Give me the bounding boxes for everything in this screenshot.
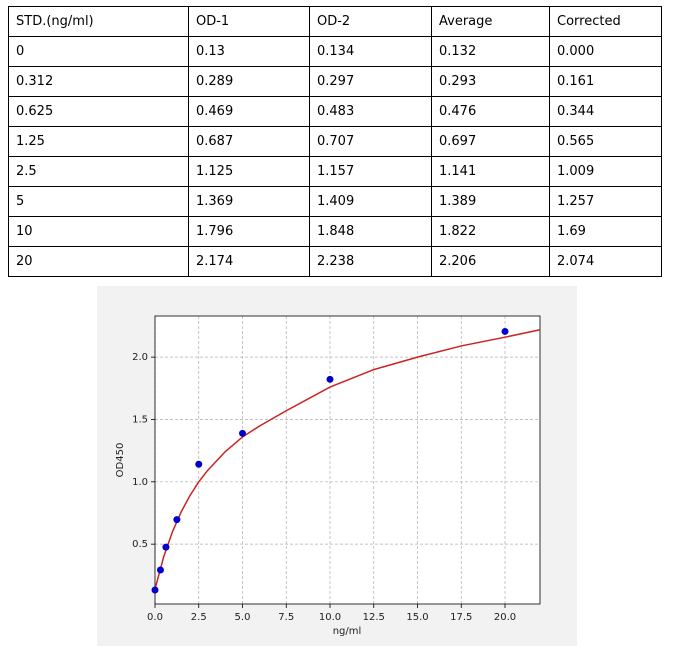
x-tick-label: 20.0 (494, 612, 516, 623)
y-tick-label: 1.5 (132, 414, 148, 425)
table-cell: 1.141 (431, 156, 550, 187)
x-tick-label: 5.0 (235, 612, 251, 623)
table-row: STD.(ng/ml) OD-1 OD-2 Average Corrected (8, 6, 662, 37)
y-axis-label: OD450 (115, 443, 126, 478)
table-cell: 2.238 (309, 246, 432, 277)
table-cell: 0.625 (8, 96, 189, 127)
x-tick-label: 12.5 (363, 612, 385, 623)
table-cell: 1.125 (188, 156, 310, 187)
data-point (326, 375, 334, 383)
table-cell: 0.483 (309, 96, 432, 127)
x-axis-label: ng/ml (333, 626, 362, 637)
table-cell: 1.009 (549, 156, 662, 187)
data-table: STD.(ng/ml) OD-1 OD-2 Average Corrected 0 0.13… (8, 6, 662, 277)
table-cell: 0.293 (431, 66, 550, 97)
table-cell: Average (431, 6, 550, 37)
table-cell: 1.848 (309, 216, 432, 247)
data-point (151, 586, 159, 594)
table-row: 0 0.13 0.134 0.132 0.000 (8, 36, 662, 67)
table-cell: 2.174 (188, 246, 310, 277)
plot-area (155, 316, 540, 604)
data-point (239, 429, 246, 437)
table-cell: 0.13 (188, 36, 310, 67)
table-cell: 2.206 (431, 246, 550, 277)
data-point (501, 327, 509, 335)
table-row: 10 1.796 1.848 1.822 1.69 (8, 216, 662, 247)
table-row: 20 2.174 2.238 2.206 2.074 (8, 246, 662, 277)
table-cell: OD-1 (188, 6, 310, 37)
table-cell: 5 (8, 186, 189, 217)
data-point (162, 543, 170, 551)
table-cell: Corrected (549, 6, 662, 37)
table-cell: 0.687 (188, 126, 310, 157)
table-cell: 2.074 (549, 246, 662, 277)
y-tick-label: 1.0 (132, 477, 148, 488)
table-cell: 0.697 (431, 126, 550, 157)
table-cell: 1.257 (549, 186, 662, 217)
x-tick-label: 2.5 (191, 612, 207, 623)
table-cell: 0.476 (431, 96, 550, 127)
table-cell: 20 (8, 246, 189, 277)
table-cell: 1.389 (431, 186, 550, 217)
table-cell: 0.134 (309, 36, 432, 67)
data-point (173, 516, 181, 524)
x-tick-label: 17.5 (450, 612, 472, 623)
data-point (195, 460, 203, 468)
x-tick-label: 7.5 (278, 612, 294, 623)
plot-frame (154, 315, 541, 605)
table-cell: 0.297 (309, 66, 432, 97)
table-cell: 1.69 (549, 216, 662, 247)
x-tick-label: 10.0 (319, 612, 341, 623)
table-row: 5 1.369 1.409 1.389 1.257 (8, 186, 662, 217)
table-cell: STD.(ng/ml) (8, 6, 189, 37)
y-tick-label: 0.5 (132, 539, 148, 550)
x-tick-label: 0.0 (147, 612, 163, 623)
table-row: 0.625 0.469 0.483 0.476 0.344 (8, 96, 662, 127)
data-point (156, 566, 164, 574)
x-tick-label: 15.0 (406, 612, 428, 623)
y-tick-label: 2.0 (132, 352, 148, 363)
